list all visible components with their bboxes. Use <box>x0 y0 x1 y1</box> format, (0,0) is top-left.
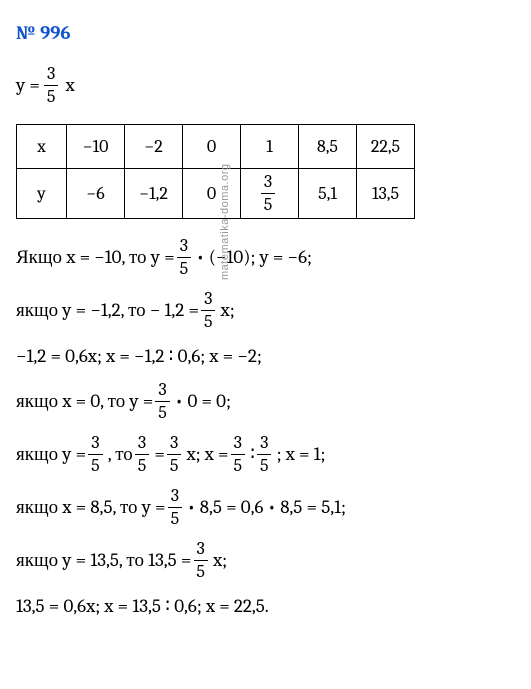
fraction: 35 <box>177 237 192 278</box>
solution-text: x; x = <box>186 441 228 468</box>
fraction-numerator: 3 <box>257 434 271 455</box>
solution-text: ; x = 1; <box>277 441 326 468</box>
table-cell: 13,5 <box>357 168 415 218</box>
table-cell: −1,2 <box>125 168 183 218</box>
fraction-denominator: 5 <box>88 455 103 475</box>
fraction-numerator: 3 <box>231 434 245 455</box>
solution-text: якщо y = 13,5, то 13,5 = <box>16 547 191 574</box>
fraction-numerator: 3 <box>177 237 191 258</box>
fraction-denominator: 5 <box>135 455 150 475</box>
fraction: 35 <box>155 381 170 422</box>
solution-text: • 8,5 = 0,6 • 8,5 = 5,1; <box>187 494 346 521</box>
solution-line: Якщо x = −10, то y =35• (−10); y = −6; <box>16 237 515 278</box>
table-cell: x <box>17 124 67 168</box>
fraction: 35 <box>231 434 246 475</box>
solution-text: якщо x = 0, то y = <box>16 388 153 415</box>
solution-steps: Якщо x = −10, то y =35• (−10); y = −6;як… <box>16 237 515 620</box>
fraction-numerator: 3 <box>201 290 215 311</box>
solution-text: −1,2 = 0,6x; x = −1,2 ∶ 0,6; x = −2; <box>16 343 262 370</box>
table-row-y: y −6 −1,2 0 3 5 5,1 13,5 <box>17 168 415 218</box>
fraction-numerator: 3 <box>168 487 182 508</box>
values-table: x −10 −2 0 1 8,5 22,5 y −6 −1,2 0 3 5 5,… <box>16 124 415 219</box>
table-cell: 0 <box>183 124 241 168</box>
solution-text: • 0 = 0; <box>175 388 231 415</box>
fraction-numerator: 3 <box>167 434 181 455</box>
fraction-denominator: 5 <box>201 311 216 331</box>
table-cell-fraction: 3 5 <box>241 168 299 218</box>
fraction-numerator: 3 <box>135 434 149 455</box>
main-equation: y = 3 5 x <box>16 65 515 106</box>
watermark-text: matematika-doma.org <box>218 164 233 281</box>
fraction-denominator: 5 <box>44 86 59 106</box>
fraction: 35 <box>257 434 272 475</box>
solution-text: ∶ <box>250 441 255 468</box>
fraction-denominator: 5 <box>193 561 208 581</box>
fraction: 35 <box>201 290 216 331</box>
table-cell: y <box>17 168 67 218</box>
fraction: 35 <box>193 540 208 581</box>
solution-text: 13,5 = 0,6x; x = 13,5 ∶ 0,6; x = 22,5. <box>16 593 269 620</box>
table-cell: 5,1 <box>299 168 357 218</box>
solution-text: якщо y = −1,2, то − 1,2 = <box>16 297 199 324</box>
fraction-denominator: 5 <box>261 194 276 214</box>
table-cell: 22,5 <box>357 124 415 168</box>
problem-number: № 996 <box>16 20 515 47</box>
fraction-denominator: 5 <box>231 455 246 475</box>
solution-line: якщо y =35, то35=35x; x =35∶35; x = 1; <box>16 434 515 475</box>
fraction: 35 <box>168 487 183 528</box>
solution-text: , то <box>108 441 133 468</box>
table-cell: 1 <box>241 124 299 168</box>
fraction-denominator: 5 <box>257 455 272 475</box>
fraction-denominator: 5 <box>167 455 182 475</box>
fraction: 35 <box>167 434 182 475</box>
solution-line: 13,5 = 0,6x; x = 13,5 ∶ 0,6; x = 22,5. <box>16 593 515 620</box>
solution-text: якщо y = <box>16 441 86 468</box>
fraction: 35 <box>88 434 103 475</box>
equation-lhs: y = <box>16 72 40 99</box>
solution-text: • (−10); y = −6; <box>196 244 312 271</box>
solution-text: Якщо x = −10, то y = <box>16 244 175 271</box>
equation-rhs: x <box>65 72 74 99</box>
solution-line: якщо x = 0, то y =35• 0 = 0; <box>16 381 515 422</box>
fraction: 35 <box>135 434 150 475</box>
solution-text: якщо x = 8,5, то y = <box>16 494 166 521</box>
fraction-numerator: 3 <box>44 65 58 86</box>
table-cell: −6 <box>67 168 125 218</box>
equation-fraction: 3 5 <box>44 65 59 106</box>
table-fraction: 3 5 <box>261 173 276 214</box>
table-cell: −2 <box>125 124 183 168</box>
table-row-x: x −10 −2 0 1 8,5 22,5 <box>17 124 415 168</box>
fraction-numerator: 3 <box>155 381 169 402</box>
fraction-denominator: 5 <box>168 508 183 528</box>
solution-line: якщо y = −1,2, то − 1,2 =35x; <box>16 290 515 331</box>
fraction-denominator: 5 <box>155 402 170 422</box>
table-cell: 8,5 <box>299 124 357 168</box>
fraction-denominator: 5 <box>177 258 192 278</box>
solution-text: = <box>154 441 165 468</box>
solution-text: x; <box>213 547 227 574</box>
solution-line: якщо x = 8,5, то y =35• 8,5 = 0,6 • 8,5 … <box>16 487 515 528</box>
fraction-numerator: 3 <box>194 540 208 561</box>
fraction-numerator: 3 <box>88 434 102 455</box>
solution-line: якщо y = 13,5, то 13,5 =35x; <box>16 540 515 581</box>
table-cell: −10 <box>67 124 125 168</box>
solution-text: x; <box>221 297 235 324</box>
solution-line: −1,2 = 0,6x; x = −1,2 ∶ 0,6; x = −2; <box>16 343 515 370</box>
fraction-numerator: 3 <box>261 173 275 194</box>
